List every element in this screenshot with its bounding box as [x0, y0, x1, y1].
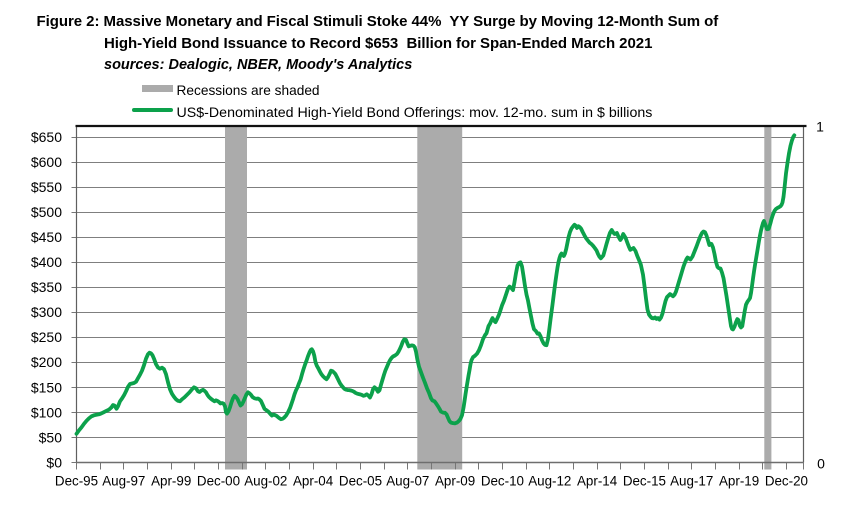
- svg-text:$0: $0: [46, 454, 62, 470]
- svg-text:Apr-19: Apr-19: [719, 474, 759, 489]
- svg-text:Apr-09: Apr-09: [435, 474, 475, 489]
- svg-text:Aug-17: Aug-17: [670, 474, 713, 489]
- svg-text:Dec-20: Dec-20: [765, 474, 808, 489]
- svg-text:1: 1: [816, 119, 824, 135]
- svg-text:Dec-05: Dec-05: [339, 474, 382, 489]
- svg-text:Dec-95: Dec-95: [55, 474, 98, 489]
- svg-text:Aug-97: Aug-97: [102, 474, 145, 489]
- svg-text:$300: $300: [31, 304, 62, 320]
- svg-text:Apr-04: Apr-04: [293, 474, 334, 489]
- svg-text:Dec-10: Dec-10: [481, 474, 524, 489]
- svg-text:$200: $200: [31, 354, 62, 370]
- svg-text:$500: $500: [31, 204, 62, 220]
- svg-text:$350: $350: [31, 279, 62, 295]
- svg-text:$400: $400: [31, 254, 62, 270]
- svg-text:Dec-15: Dec-15: [623, 474, 666, 489]
- svg-text:$450: $450: [31, 229, 62, 245]
- svg-text:$50: $50: [39, 429, 63, 445]
- svg-text:$650: $650: [31, 129, 62, 145]
- svg-text:$150: $150: [31, 379, 62, 395]
- svg-text:Aug-12: Aug-12: [528, 474, 571, 489]
- svg-text:Aug-07: Aug-07: [386, 474, 429, 489]
- svg-text:$100: $100: [31, 404, 62, 420]
- svg-text:Dec-00: Dec-00: [197, 474, 240, 489]
- svg-text:$550: $550: [31, 179, 62, 195]
- svg-text:0: 0: [817, 456, 825, 472]
- svg-text:Aug-02: Aug-02: [244, 474, 287, 489]
- svg-text:$600: $600: [31, 154, 62, 170]
- svg-text:Apr-14: Apr-14: [577, 474, 618, 489]
- svg-text:$250: $250: [31, 329, 62, 345]
- svg-text:Apr-99: Apr-99: [151, 474, 191, 489]
